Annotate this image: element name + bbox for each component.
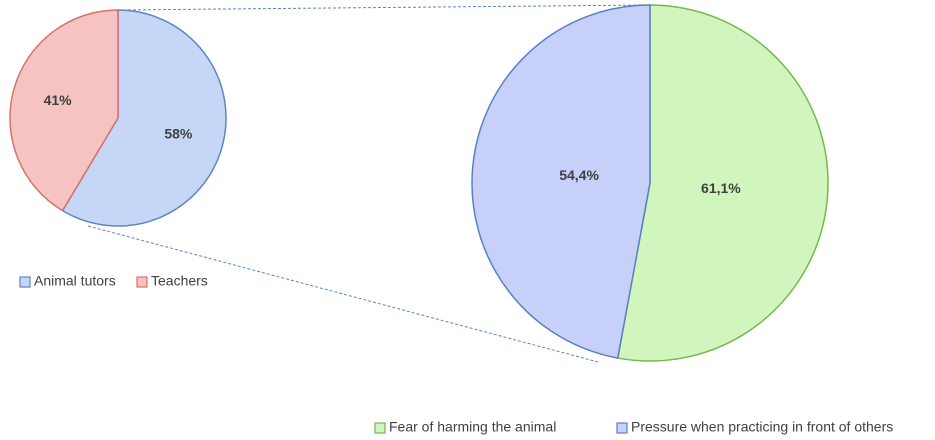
pie-slice (9, 9, 119, 212)
legend-label: Animal tutors (34, 273, 116, 289)
connector (87, 225, 599, 363)
legend-label: Fear of harming the animal (389, 419, 556, 435)
legend-swatch (19, 276, 31, 288)
data-label: 58% (164, 125, 193, 141)
legend-swatch (136, 276, 148, 288)
pie-slice (471, 4, 651, 359)
legend-label: Teachers (151, 273, 208, 289)
legend-swatch (616, 422, 628, 434)
connector (117, 4, 651, 11)
legend-swatch (374, 422, 386, 434)
data-label: 41% (44, 92, 73, 108)
legend-label: Pressure when practicing in front of oth… (631, 419, 893, 435)
pie-slice (616, 4, 829, 362)
pie-slice (61, 9, 227, 227)
data-label: 61,1% (701, 180, 741, 196)
data-label: 54,4% (559, 167, 599, 183)
